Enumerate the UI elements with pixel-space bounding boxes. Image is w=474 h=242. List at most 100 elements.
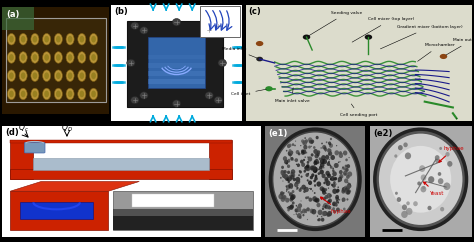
- Circle shape: [326, 181, 330, 186]
- Circle shape: [306, 165, 309, 168]
- Circle shape: [290, 156, 291, 158]
- Circle shape: [296, 150, 300, 154]
- Circle shape: [327, 148, 330, 152]
- Circle shape: [78, 88, 86, 100]
- Circle shape: [292, 173, 295, 177]
- Text: Seeding valve: Seeding valve: [309, 11, 362, 36]
- Circle shape: [310, 153, 314, 157]
- FancyBboxPatch shape: [132, 194, 214, 206]
- Text: (e1): (e1): [268, 129, 288, 138]
- Circle shape: [321, 143, 323, 144]
- Circle shape: [299, 170, 302, 174]
- Circle shape: [55, 33, 63, 45]
- Circle shape: [317, 203, 320, 207]
- Circle shape: [314, 164, 315, 165]
- Circle shape: [290, 204, 294, 209]
- Circle shape: [333, 202, 335, 203]
- FancyBboxPatch shape: [20, 202, 93, 219]
- Circle shape: [379, 134, 463, 225]
- Circle shape: [301, 175, 302, 178]
- Circle shape: [21, 91, 26, 97]
- Text: (a): (a): [7, 10, 20, 19]
- Circle shape: [310, 209, 314, 213]
- Circle shape: [288, 175, 292, 179]
- Circle shape: [335, 183, 337, 185]
- Circle shape: [205, 92, 213, 99]
- Circle shape: [265, 86, 273, 91]
- Circle shape: [281, 197, 285, 202]
- Circle shape: [66, 70, 74, 82]
- Circle shape: [406, 208, 412, 215]
- Circle shape: [323, 182, 326, 184]
- Circle shape: [319, 170, 324, 174]
- Circle shape: [294, 208, 298, 212]
- Circle shape: [439, 147, 442, 150]
- Circle shape: [316, 199, 319, 202]
- Circle shape: [90, 33, 98, 45]
- Circle shape: [333, 181, 336, 184]
- Circle shape: [270, 129, 360, 229]
- Circle shape: [288, 181, 290, 183]
- Circle shape: [283, 174, 288, 179]
- FancyBboxPatch shape: [148, 55, 205, 60]
- Circle shape: [283, 170, 287, 174]
- Circle shape: [325, 205, 328, 209]
- Circle shape: [283, 195, 287, 200]
- Circle shape: [323, 211, 328, 216]
- FancyBboxPatch shape: [10, 191, 108, 230]
- Circle shape: [286, 150, 287, 151]
- Circle shape: [289, 187, 290, 188]
- Circle shape: [303, 190, 306, 193]
- Circle shape: [325, 155, 329, 159]
- Circle shape: [330, 178, 332, 180]
- FancyBboxPatch shape: [148, 63, 205, 68]
- Circle shape: [316, 136, 319, 139]
- Circle shape: [326, 193, 327, 194]
- Circle shape: [311, 173, 314, 177]
- Circle shape: [68, 72, 73, 79]
- Circle shape: [327, 162, 330, 166]
- Circle shape: [330, 176, 335, 181]
- Circle shape: [325, 151, 326, 152]
- Circle shape: [294, 144, 296, 146]
- Circle shape: [343, 167, 346, 171]
- Circle shape: [331, 184, 333, 186]
- Circle shape: [282, 198, 283, 199]
- Bar: [148, 37, 205, 89]
- Circle shape: [394, 154, 397, 158]
- Circle shape: [341, 189, 346, 194]
- Circle shape: [306, 207, 310, 212]
- Circle shape: [337, 202, 339, 204]
- Circle shape: [342, 166, 344, 169]
- Circle shape: [256, 41, 264, 46]
- Circle shape: [43, 70, 51, 82]
- Circle shape: [413, 201, 418, 206]
- Circle shape: [320, 162, 325, 167]
- Circle shape: [310, 146, 312, 147]
- Circle shape: [327, 211, 332, 216]
- Circle shape: [322, 190, 326, 195]
- Circle shape: [328, 161, 330, 163]
- Circle shape: [422, 186, 425, 189]
- Circle shape: [329, 194, 332, 197]
- Circle shape: [313, 167, 317, 171]
- Circle shape: [298, 152, 301, 155]
- Circle shape: [343, 208, 346, 211]
- Circle shape: [280, 191, 284, 196]
- Circle shape: [328, 206, 331, 210]
- Circle shape: [282, 174, 286, 178]
- Circle shape: [332, 202, 336, 206]
- Circle shape: [314, 198, 318, 202]
- Circle shape: [303, 170, 306, 173]
- Circle shape: [428, 176, 434, 183]
- Circle shape: [305, 139, 308, 143]
- Circle shape: [287, 177, 291, 182]
- Circle shape: [19, 88, 27, 100]
- Circle shape: [55, 88, 63, 100]
- Circle shape: [304, 187, 309, 192]
- Circle shape: [342, 201, 343, 202]
- Circle shape: [318, 168, 320, 170]
- Circle shape: [33, 54, 37, 61]
- Circle shape: [287, 178, 290, 181]
- Circle shape: [327, 213, 330, 217]
